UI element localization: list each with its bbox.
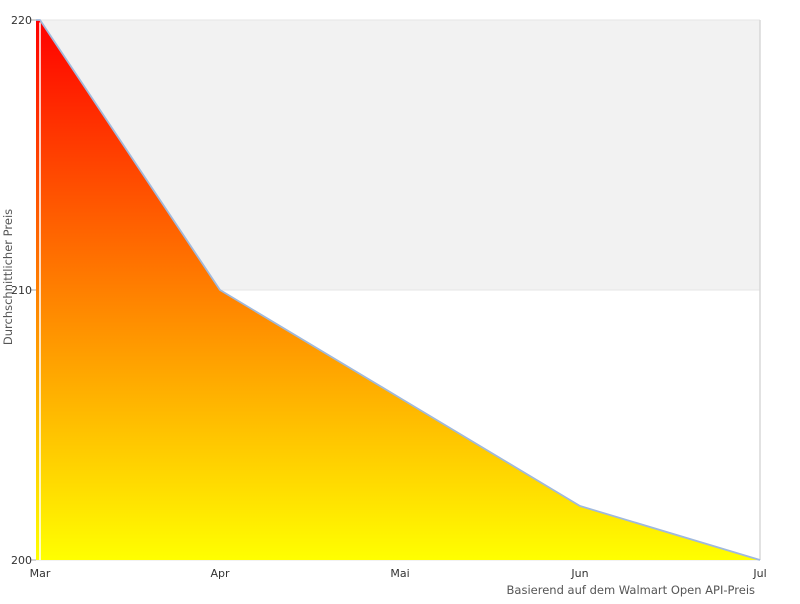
x-tick-label: Mar <box>30 567 51 580</box>
x-axis-title: Basierend auf dem Walmart Open API-Preis <box>507 583 755 597</box>
y-tick-label: 210 <box>11 284 32 297</box>
x-tick-label: Mai <box>390 567 409 580</box>
y-tick-label: 200 <box>11 554 32 567</box>
x-tick-label: Jul <box>752 567 766 580</box>
x-axis-tick-labels: Mar Apr Mai Jun Jul <box>30 567 767 580</box>
area-series-fill <box>36 20 760 560</box>
y-axis-tick-labels: 200 210 220 <box>11 14 32 567</box>
y-axis-title: Durchschnittlicher Preis <box>1 209 15 345</box>
y-tick-label: 220 <box>11 14 32 27</box>
x-tick-label: Jun <box>570 567 588 580</box>
x-tick-label: Apr <box>210 567 230 580</box>
area-series-line <box>36 19 761 561</box>
y-axis-tick-marks <box>30 19 36 561</box>
